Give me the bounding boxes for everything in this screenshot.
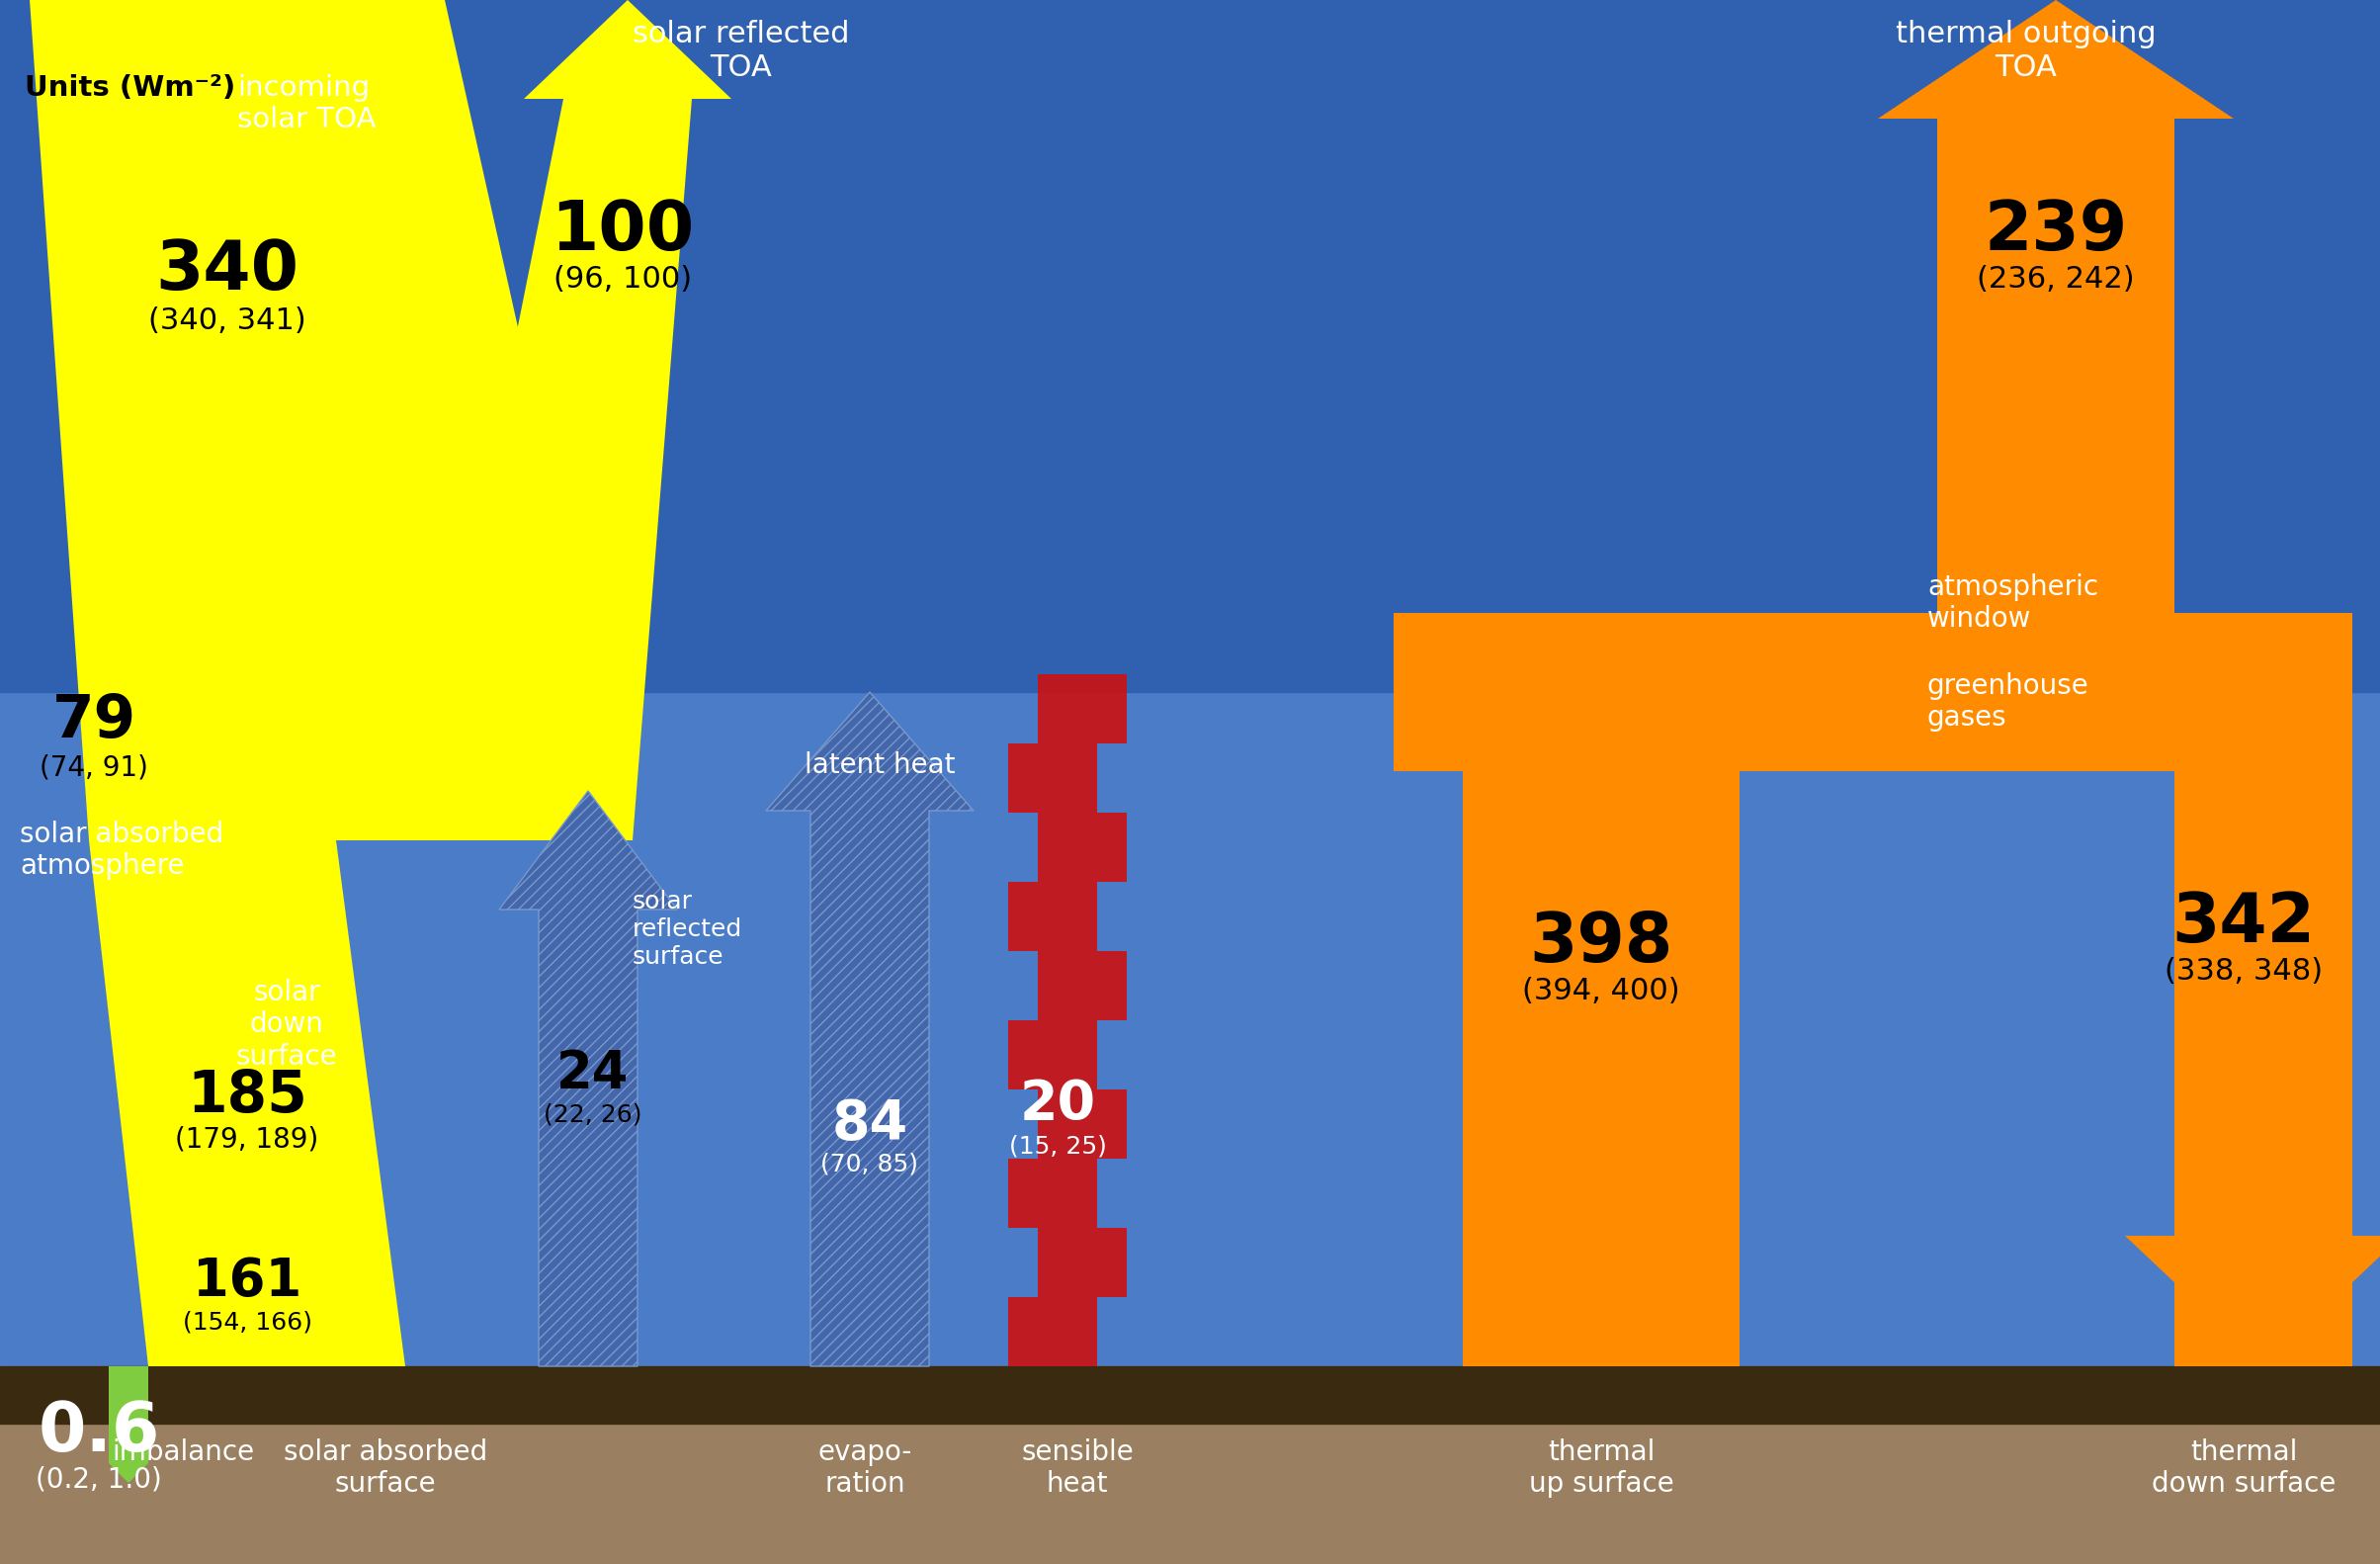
Text: 79: 79 <box>52 691 136 751</box>
Polygon shape <box>2125 613 2380 1367</box>
Text: sensible
heat: sensible heat <box>1021 1439 1133 1498</box>
Polygon shape <box>1009 1159 1097 1228</box>
Polygon shape <box>1038 951 1126 1020</box>
Text: 398: 398 <box>1530 910 1673 976</box>
Text: Units (Wm⁻²): Units (Wm⁻²) <box>24 74 236 102</box>
Polygon shape <box>524 0 731 99</box>
Text: 342: 342 <box>2173 890 2316 956</box>
Polygon shape <box>29 0 633 840</box>
Text: greenhouse
gases: greenhouse gases <box>1928 673 2090 732</box>
Text: incoming
solar TOA: incoming solar TOA <box>238 74 376 135</box>
Text: (96, 100): (96, 100) <box>555 264 693 294</box>
Text: 84: 84 <box>831 1098 907 1151</box>
Text: 239: 239 <box>1985 197 2128 264</box>
Text: solar
reflected
surface: solar reflected surface <box>633 890 743 968</box>
Text: (179, 189): (179, 189) <box>176 1125 319 1153</box>
Text: 24: 24 <box>557 1048 628 1099</box>
Polygon shape <box>500 791 676 1367</box>
Text: thermal
down surface: thermal down surface <box>2152 1439 2335 1498</box>
Text: (15, 25): (15, 25) <box>1009 1135 1107 1159</box>
Text: 340: 340 <box>155 238 300 303</box>
Polygon shape <box>414 99 693 840</box>
Text: 100: 100 <box>550 197 695 264</box>
Polygon shape <box>1009 1297 1097 1367</box>
Text: thermal
up surface: thermal up surface <box>1528 1439 1673 1498</box>
Polygon shape <box>1038 813 1126 882</box>
Text: (394, 400): (394, 400) <box>1523 978 1680 1006</box>
Polygon shape <box>1009 882 1097 951</box>
Text: (236, 242): (236, 242) <box>1978 264 2135 294</box>
Text: (154, 166): (154, 166) <box>183 1311 312 1334</box>
Text: (340, 341): (340, 341) <box>148 307 307 335</box>
Polygon shape <box>1009 743 1097 813</box>
Text: thermal outgoing
TOA: thermal outgoing TOA <box>1897 20 2156 81</box>
Text: solar reflected
TOA: solar reflected TOA <box>633 20 850 81</box>
Polygon shape <box>1395 613 2175 771</box>
Text: solar
down
surface: solar down surface <box>236 979 338 1070</box>
Text: (338, 348): (338, 348) <box>2163 957 2323 985</box>
Polygon shape <box>88 840 405 1367</box>
Polygon shape <box>1878 0 2235 613</box>
Bar <box>0 1367 2380 1564</box>
Polygon shape <box>1395 613 1809 1367</box>
Polygon shape <box>2175 1236 2351 1367</box>
Polygon shape <box>109 1367 148 1483</box>
Text: (70, 85): (70, 85) <box>821 1151 919 1176</box>
Text: (22, 26): (22, 26) <box>545 1103 643 1126</box>
Polygon shape <box>1038 1228 1126 1297</box>
Text: (74, 91): (74, 91) <box>40 754 148 780</box>
Polygon shape <box>1009 1020 1097 1090</box>
Text: evapo-
ration: evapo- ration <box>819 1439 912 1498</box>
Text: latent heat: latent heat <box>804 751 954 779</box>
Text: 0.6: 0.6 <box>38 1398 159 1465</box>
Text: imbalance: imbalance <box>112 1439 255 1465</box>
Text: solar absorbed
surface: solar absorbed surface <box>283 1439 488 1498</box>
Bar <box>0 1367 2380 1423</box>
Polygon shape <box>1038 1090 1126 1159</box>
Text: 185: 185 <box>188 1068 307 1125</box>
Text: 161: 161 <box>193 1256 302 1308</box>
Text: (0.2, 1.0): (0.2, 1.0) <box>36 1465 162 1494</box>
Bar <box>0 0 2380 691</box>
Polygon shape <box>1038 674 1126 743</box>
Polygon shape <box>766 691 973 1367</box>
Text: atmospheric
window: atmospheric window <box>1928 574 2099 633</box>
Text: solar absorbed
atmosphere: solar absorbed atmosphere <box>19 821 224 881</box>
Text: 20: 20 <box>1019 1078 1095 1131</box>
